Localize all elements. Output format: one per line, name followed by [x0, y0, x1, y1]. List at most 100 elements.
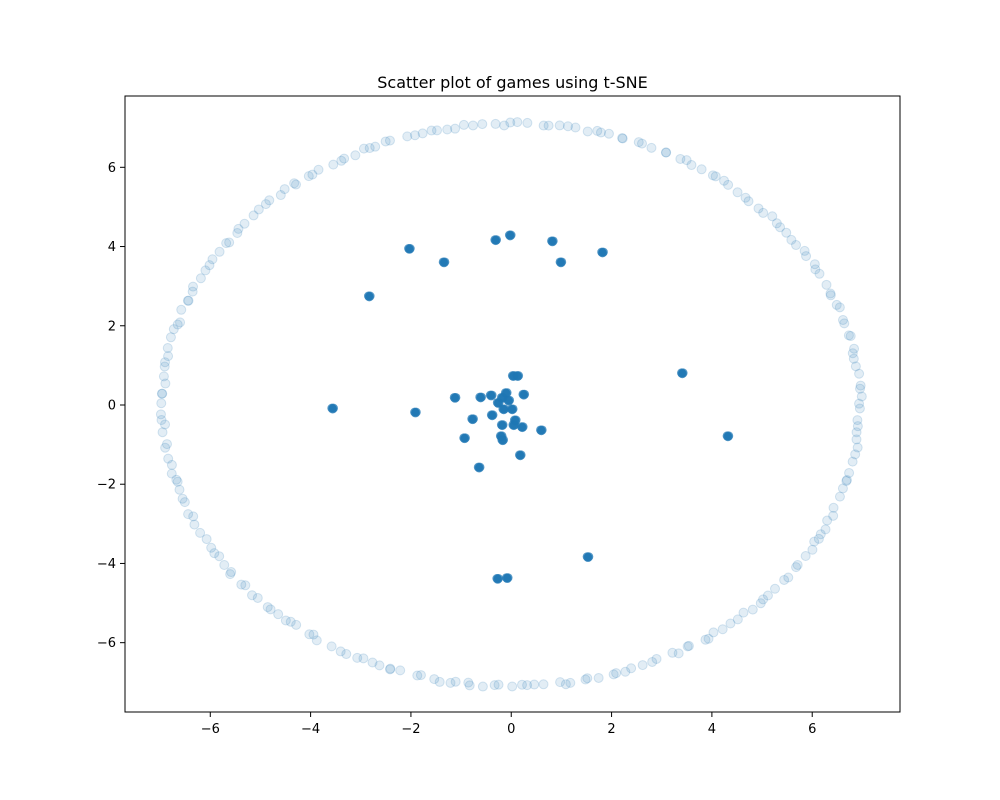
- scatter-point-faded: [160, 378, 171, 389]
- scatter-point-faded: [279, 184, 290, 195]
- scatter-point-faded: [809, 536, 820, 547]
- scatter-point-faded: [183, 295, 194, 306]
- scatter-point-faded: [176, 304, 187, 315]
- scatter-point-faded: [837, 483, 848, 494]
- scatter-point-faded: [771, 218, 782, 229]
- scatter-point-faded: [172, 319, 183, 330]
- scatter-point-faded: [201, 534, 212, 545]
- scatter-point-faded: [156, 415, 167, 425]
- scatter-point: [451, 392, 461, 402]
- scatter-point-faded: [493, 679, 504, 690]
- scatter-point-faded: [160, 419, 171, 430]
- scatter-point-faded: [341, 649, 352, 660]
- scatter-point-faded: [358, 653, 369, 664]
- scatter-point-faded: [183, 509, 194, 520]
- scatter-point-faded: [163, 351, 174, 362]
- scatter-point-faded: [538, 120, 549, 131]
- scatter-point-faded: [637, 138, 647, 149]
- scatter-point-faded: [206, 542, 217, 553]
- scatter-point-faded: [821, 279, 832, 290]
- scatter-point-faded: [434, 676, 445, 687]
- x-tick-label: −6: [201, 722, 220, 737]
- scatter-point: [505, 395, 515, 405]
- scatter-point-faded: [565, 677, 576, 688]
- scatter-point-faded: [792, 559, 803, 570]
- scatter-point-faded: [825, 288, 836, 299]
- scatter-point-faded: [681, 155, 692, 166]
- scatter-point-faded: [157, 388, 168, 399]
- scatter-point-faded: [175, 317, 186, 328]
- scatter-point: [492, 235, 501, 245]
- scatter-point-faded: [290, 179, 301, 190]
- scatter-point-faded: [239, 218, 250, 229]
- scatter-point-faded: [582, 673, 593, 684]
- scatter-point-faded: [841, 474, 852, 485]
- scatter-point-faded: [848, 353, 859, 364]
- scatter-point-faded: [352, 652, 363, 663]
- scatter-point-faded: [828, 502, 839, 513]
- scatter-point-faded: [507, 681, 518, 692]
- scatter-point-faded: [252, 592, 263, 603]
- scatter-point-faded: [374, 660, 385, 671]
- scatter-point-faded: [822, 515, 833, 526]
- scatter-point-faded: [562, 121, 573, 132]
- scatter-point-faded: [226, 567, 237, 578]
- scatter-point-faded: [852, 421, 863, 432]
- scatter-point-faded: [160, 357, 171, 368]
- scatter-point-faded: [758, 207, 769, 218]
- scatter-point-faded: [717, 624, 728, 635]
- scatter-point-faded: [313, 164, 324, 175]
- y-tick-label: 6: [108, 161, 116, 176]
- scatter-point: [365, 291, 375, 301]
- scatter-point-faded: [707, 170, 718, 181]
- scatter-point-faded: [603, 128, 614, 139]
- scatter-point-faded: [595, 127, 606, 138]
- scatter-point-faded: [367, 657, 378, 668]
- scatter-point-faded: [637, 660, 648, 671]
- scatter-point-faded: [593, 672, 604, 683]
- scatter-point-faded: [262, 602, 273, 613]
- scatter-point-faded: [188, 511, 199, 522]
- x-tick-label: −2: [401, 722, 420, 737]
- scatter-point-faded: [522, 680, 533, 691]
- scatter-point-faded: [232, 228, 243, 238]
- scatter-point-faded: [843, 330, 854, 341]
- scatter-point: [476, 392, 486, 402]
- scatter-point: [537, 425, 547, 435]
- scatter-point-faded: [799, 245, 810, 256]
- scatter-point-faded: [240, 580, 251, 591]
- scatter-point-faded: [161, 439, 172, 450]
- scatter-point: [598, 247, 608, 257]
- scatter-point-faded: [328, 159, 339, 170]
- scatter-point-faded: [158, 371, 169, 382]
- scatter-point: [405, 244, 415, 254]
- scatter-point: [468, 414, 478, 424]
- scatter-point-faded: [703, 633, 714, 644]
- scatter-point: [506, 230, 516, 240]
- scatter-point-faded: [813, 533, 824, 544]
- scatter-point-faded: [850, 449, 861, 460]
- scatter-point-faded: [554, 120, 565, 131]
- scatter-point-faded: [370, 141, 381, 152]
- scatter-point-faded: [683, 640, 694, 651]
- scatter-point-faded: [221, 238, 232, 249]
- scatter-point-faded: [442, 124, 453, 135]
- scatter-point: [508, 404, 518, 414]
- scatter-point-faded: [247, 590, 258, 601]
- scatter-point-faded: [847, 456, 858, 467]
- scatter-point-faded: [675, 153, 686, 164]
- scatter-point-faded: [854, 403, 865, 414]
- x-tick-label: −4: [301, 722, 320, 737]
- scatter-point-faded: [385, 663, 396, 674]
- scatter-point-faded: [723, 179, 734, 190]
- scatter-point-faded: [646, 142, 657, 153]
- scatter-point-faded: [188, 281, 199, 292]
- scatter-point-faded: [626, 663, 637, 674]
- scatter-point-faded: [775, 222, 786, 233]
- scatter-point: [557, 257, 567, 267]
- scatter-point-faded: [204, 260, 215, 271]
- scatter-point: [510, 420, 520, 430]
- scatter-point-faded: [851, 427, 862, 438]
- scatter-point-faded: [171, 474, 182, 485]
